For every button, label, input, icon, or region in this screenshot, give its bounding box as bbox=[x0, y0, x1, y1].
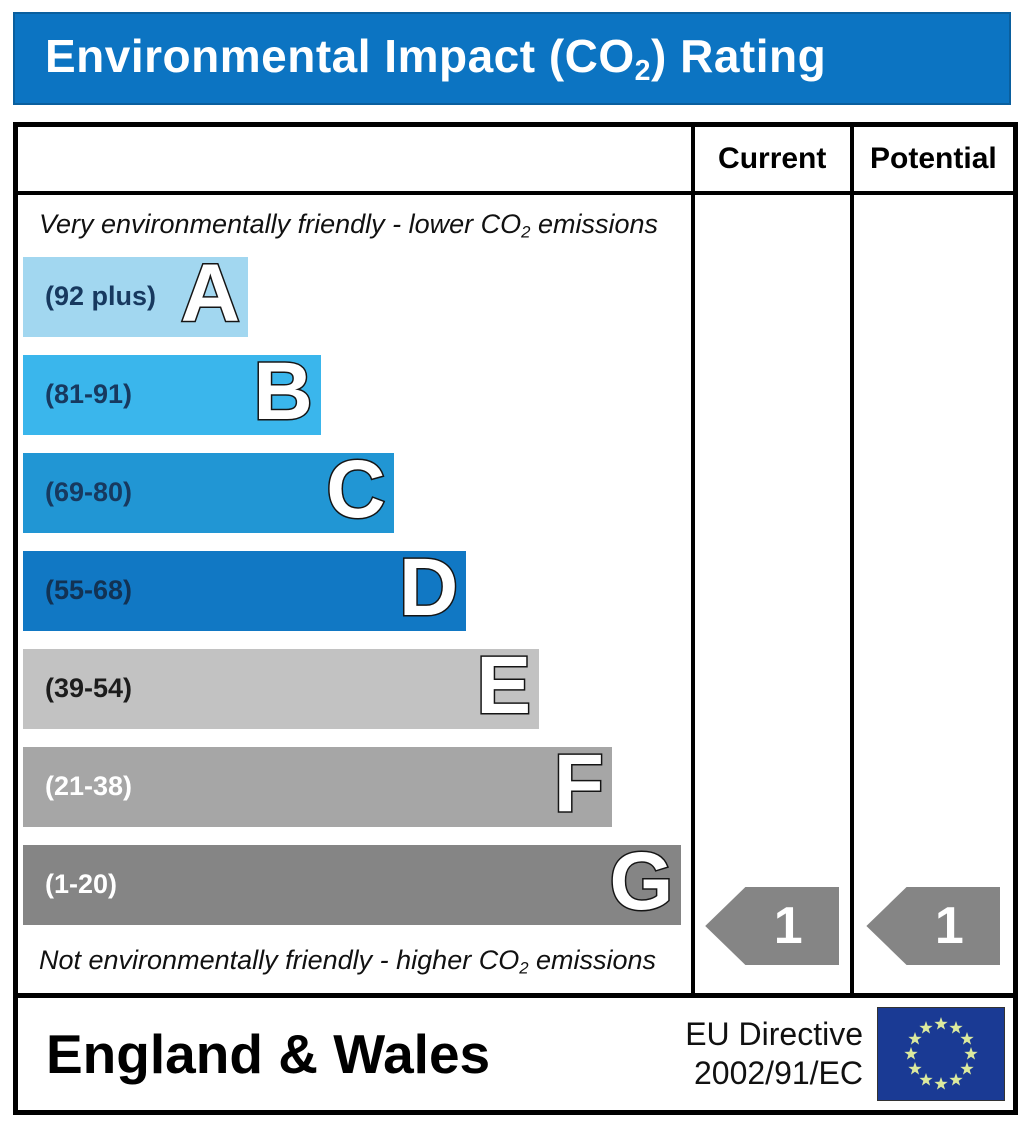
band-letter: E bbox=[475, 639, 533, 731]
band-bar: (55-68) D bbox=[23, 544, 467, 631]
page-title-text: Environmental Impact (CO bbox=[45, 30, 635, 82]
band-letter: D bbox=[398, 541, 460, 633]
top-note: Very environmentally friendly - lower CO… bbox=[23, 201, 685, 257]
band-letter: G bbox=[608, 835, 675, 927]
top-note-subscript: 2 bbox=[521, 222, 531, 242]
potential-column: 1 bbox=[849, 195, 1013, 993]
region-label: England & Wales bbox=[46, 1023, 491, 1085]
bottom-note-subscript: 2 bbox=[519, 958, 529, 978]
main-row: Very environmentally friendly - lower CO… bbox=[18, 195, 1013, 993]
top-note-suffix: emissions bbox=[530, 209, 659, 239]
bottom-note: Not environmentally friendly - higher CO… bbox=[23, 945, 685, 979]
band-range-label: (21-38) bbox=[45, 771, 133, 802]
band-row: (55-68) D bbox=[23, 544, 685, 631]
page-title-subscript: 2 bbox=[634, 54, 652, 87]
rating-table: Current Potential Very environmentally f… bbox=[13, 122, 1018, 1115]
band-range-label: (92 plus) bbox=[45, 281, 157, 312]
current-rating-value: 1 bbox=[773, 897, 803, 955]
band-letter: B bbox=[252, 345, 314, 437]
title-bar: Environmental Impact (CO2) Rating bbox=[13, 12, 1011, 105]
eu-directive-label: EU Directive 2002/91/EC bbox=[685, 1015, 863, 1093]
band-bar: (39-54) E bbox=[23, 642, 540, 729]
band-range-label: (81-91) bbox=[45, 379, 133, 410]
page-title: Environmental Impact (CO2) Rating bbox=[45, 29, 826, 88]
current-rating-arrow: 1 bbox=[705, 887, 840, 965]
band-row: (21-38) F bbox=[23, 740, 685, 827]
band-bar: (81-91) B bbox=[23, 348, 321, 435]
band-bar: (92 plus) A bbox=[23, 250, 248, 337]
band-row: (81-91) B bbox=[23, 348, 685, 435]
bottom-note-suffix: emissions bbox=[528, 944, 657, 975]
band-row: (1-20) G bbox=[23, 838, 685, 925]
band-letter: C bbox=[325, 443, 387, 535]
eu-flag-icon bbox=[877, 1007, 1005, 1101]
band-row: (39-54) E bbox=[23, 642, 685, 729]
potential-rating-value: 1 bbox=[934, 897, 964, 955]
band-range-label: (55-68) bbox=[45, 575, 133, 606]
eu-directive-line2: 2002/91/EC bbox=[693, 1055, 863, 1091]
band-bar: (69-80) C bbox=[23, 446, 394, 533]
current-column-header: Current bbox=[690, 127, 850, 191]
header-row: Current Potential bbox=[18, 127, 1013, 195]
band-bar: (1-20) G bbox=[23, 838, 682, 925]
band-row: (69-80) C bbox=[23, 446, 685, 533]
header-spacer bbox=[18, 127, 691, 191]
top-note-text: Very environmentally friendly - lower CO bbox=[39, 209, 522, 239]
bands: (92 plus) A (81-91) B (69-80) C (55-68) … bbox=[23, 250, 685, 925]
band-row: (92 plus) A bbox=[23, 250, 685, 337]
footer: England & Wales EU Directive 2002/91/EC bbox=[18, 993, 1013, 1110]
bottom-note-text: Not environmentally friendly - higher CO bbox=[39, 944, 520, 975]
potential-rating-arrow: 1 bbox=[866, 887, 1001, 965]
current-column: 1 bbox=[690, 195, 850, 993]
potential-column-header: Potential bbox=[849, 127, 1013, 191]
page-title-suffix: ) Rating bbox=[651, 30, 827, 82]
band-range-label: (39-54) bbox=[45, 673, 133, 704]
band-letter: F bbox=[552, 737, 605, 829]
eu-directive-line1: EU Directive bbox=[685, 1015, 863, 1052]
band-letter: A bbox=[179, 247, 241, 339]
band-range-label: (1-20) bbox=[45, 869, 118, 900]
band-chart: Very environmentally friendly - lower CO… bbox=[18, 195, 691, 993]
band-range-label: (69-80) bbox=[45, 477, 133, 508]
band-bar: (21-38) F bbox=[23, 740, 612, 827]
